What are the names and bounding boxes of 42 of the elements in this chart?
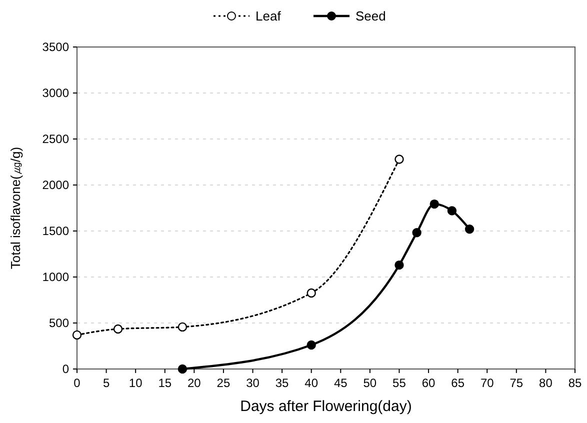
y-tick-label: 1500	[42, 224, 70, 238]
x-tick-label: 35	[275, 376, 290, 390]
point	[394, 260, 404, 270]
x-tick-label: 80	[539, 376, 553, 390]
x-tick-label: 30	[246, 376, 260, 390]
y-tick-label: 2500	[42, 132, 70, 146]
point	[394, 154, 404, 164]
x-tick-label: 55	[392, 376, 406, 390]
x-tick-label: 40	[304, 376, 318, 390]
point	[464, 224, 474, 234]
x-tick-label: 15	[158, 376, 172, 390]
y-tick-label: 3500	[42, 40, 70, 54]
x-tick-label: 65	[451, 376, 465, 390]
x-tick-label: 25	[216, 376, 230, 390]
x-tick-label: 45	[334, 376, 348, 390]
x-tick-label: 5	[102, 376, 110, 390]
point	[447, 206, 457, 216]
point	[113, 324, 123, 334]
y-tick-label: 0	[62, 362, 70, 376]
point	[72, 330, 82, 340]
y-tick-label: 1000	[42, 270, 70, 284]
y-axis-title: Total isoflavone(㎍/g)	[8, 146, 23, 270]
x-tick-label: 0	[74, 376, 81, 390]
legend-label: Leaf	[256, 8, 282, 24]
point	[306, 288, 316, 298]
point	[178, 364, 188, 374]
point	[178, 322, 188, 332]
x-tick-label: 50	[363, 376, 377, 390]
x-tick-label: 20	[187, 376, 202, 390]
x-tick-label: 10	[128, 376, 143, 390]
x-tick-label: 60	[422, 376, 436, 390]
y-tick-label: 2000	[42, 178, 70, 192]
point	[430, 199, 439, 209]
legend-label: Seed	[356, 8, 386, 24]
x-tick-label: 75	[510, 376, 524, 390]
y-tick-label: 3000	[42, 86, 70, 100]
y-tick-label: 500	[48, 316, 70, 330]
point	[306, 340, 316, 350]
point	[412, 228, 422, 238]
x-axis-title: Days after Flowering(day)	[240, 398, 412, 415]
x-tick-label: 85	[568, 376, 582, 390]
x-tick-label: 70	[480, 376, 494, 390]
